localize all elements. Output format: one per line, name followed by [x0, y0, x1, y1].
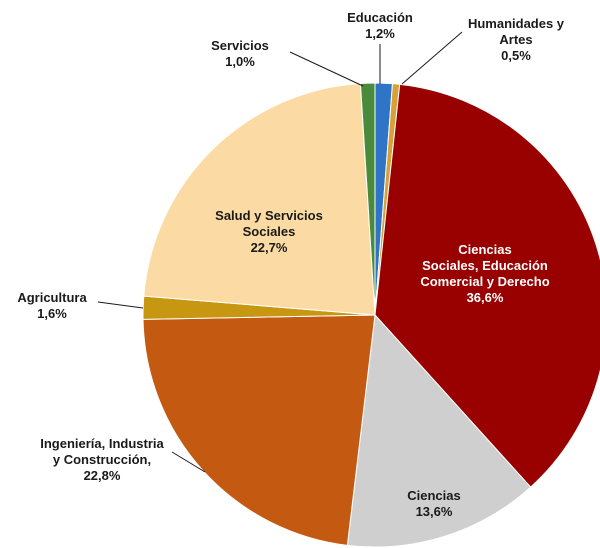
pie-slice-7: [143, 82, 376, 316]
data-label-slice-2: Humanidades y Artes 0,5%: [468, 16, 565, 63]
data-label-slice-7: Salud y Servicios Sociales 22,7%: [215, 208, 323, 255]
pie-slice-5: [142, 314, 376, 546]
pie-slice-3: [374, 83, 600, 488]
leader-line-slice-8: [289, 51, 364, 87]
pie-slices: [142, 82, 600, 548]
pie-slice-4: [346, 313, 532, 548]
pie-labels: Educación 1,2% Humanidades y Artes 0,5% Cienc…: [17, 10, 564, 519]
leader-line-slice-2: [401, 31, 463, 85]
pie-slice-8: [359, 82, 376, 316]
data-label-slice-8: Servicios 1,0%: [211, 38, 269, 69]
leader-line-slice-5: [171, 451, 206, 473]
data-label-slice-4: Ciencias 13,6%: [407, 488, 460, 519]
data-label-slice-5: Ingeniería, Industria y Construcción, 22,8…: [40, 436, 164, 483]
data-label-slice-6: Agricultura 1,6%: [17, 290, 87, 321]
data-label-slice-1: Educación 1,2%: [347, 10, 413, 41]
leader-line-slice-6: [97, 301, 144, 309]
data-label-slice-3: Ciencias Sociales, Educación Comercial y D…: [420, 242, 549, 305]
